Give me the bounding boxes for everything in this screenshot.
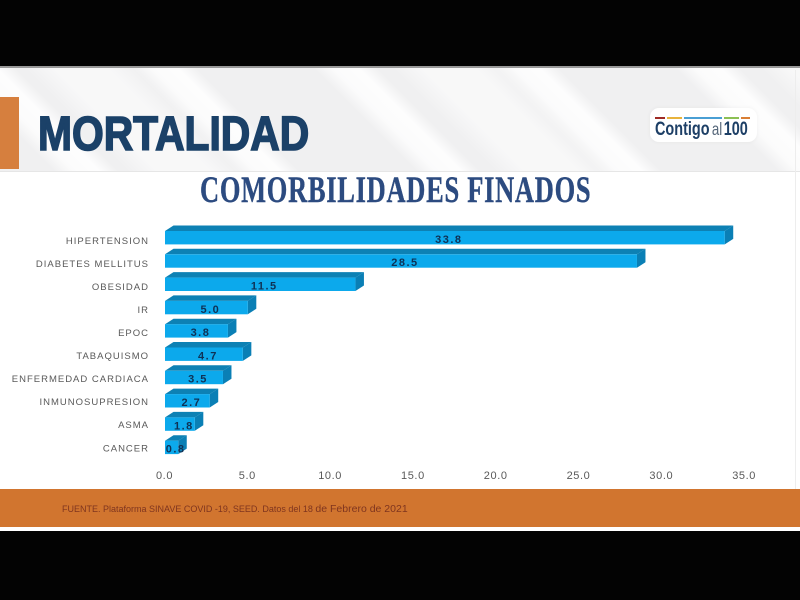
svg-text:11.5: 11.5 bbox=[251, 281, 278, 293]
svg-text:HIPERTENSION: HIPERTENSION bbox=[66, 236, 149, 247]
svg-text:33.8: 33.8 bbox=[435, 234, 462, 246]
svg-text:30.0: 30.0 bbox=[649, 470, 673, 482]
svg-text:5.0: 5.0 bbox=[239, 470, 256, 482]
svg-text:INMUNOSUPRESION: INMUNOSUPRESION bbox=[40, 397, 149, 408]
svg-text:DIABETES MELLITUS: DIABETES MELLITUS bbox=[36, 259, 149, 270]
svg-text:IR: IR bbox=[138, 305, 150, 316]
svg-text:ASMA: ASMA bbox=[118, 420, 149, 431]
svg-text:2.7: 2.7 bbox=[181, 397, 201, 409]
svg-text:1.8: 1.8 bbox=[174, 420, 194, 432]
svg-text:28.5: 28.5 bbox=[391, 257, 418, 269]
svg-text:OBESIDAD: OBESIDAD bbox=[92, 282, 149, 293]
svg-text:35.0: 35.0 bbox=[732, 470, 756, 482]
svg-text:0.0: 0.0 bbox=[156, 470, 173, 482]
svg-text:CANCER: CANCER bbox=[103, 443, 149, 454]
svg-text:TABAQUISMO: TABAQUISMO bbox=[76, 351, 149, 362]
svg-text:ENFERMEDAD CARDIACA: ENFERMEDAD CARDIACA bbox=[12, 374, 149, 385]
svg-text:3.5: 3.5 bbox=[188, 374, 208, 386]
svg-text:EPOC: EPOC bbox=[118, 328, 149, 339]
svg-text:5.0: 5.0 bbox=[201, 304, 221, 316]
svg-text:4.7: 4.7 bbox=[198, 350, 218, 362]
svg-text:20.0: 20.0 bbox=[484, 470, 508, 482]
svg-text:0.8: 0.8 bbox=[166, 444, 186, 456]
svg-text:25.0: 25.0 bbox=[567, 470, 591, 482]
svg-text:3.8: 3.8 bbox=[191, 327, 211, 339]
svg-text:10.0: 10.0 bbox=[318, 470, 342, 482]
svg-text:15.0: 15.0 bbox=[401, 470, 425, 482]
